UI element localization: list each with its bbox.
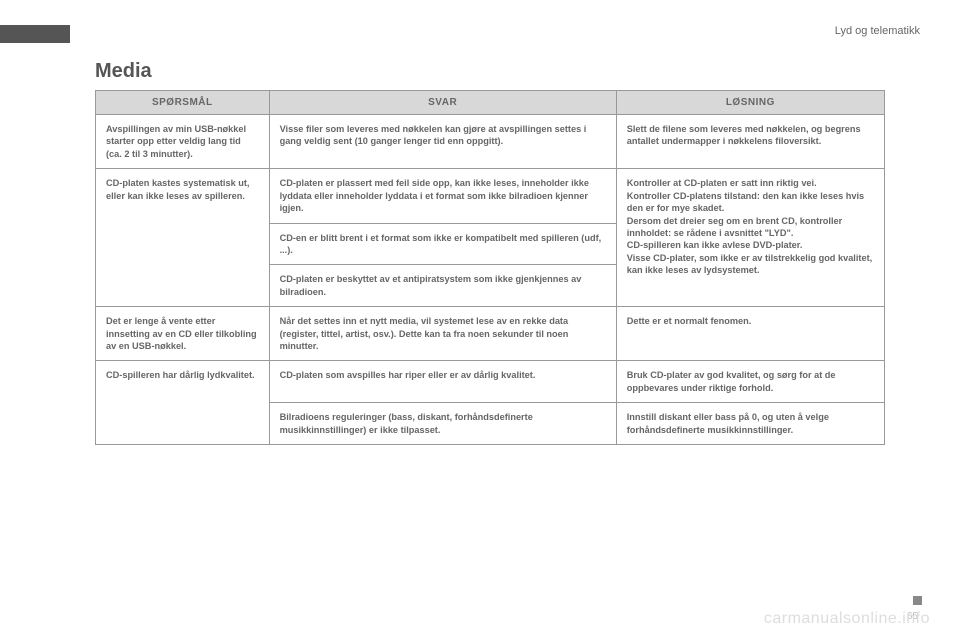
answer-cell: CD-en er blitt brent i et format som ikk… (269, 223, 616, 265)
question-cell: Det er lenge å vente etter innsetting av… (96, 307, 270, 361)
table-row: CD-spilleren har dårlig lydkvalitet. CD-… (96, 361, 885, 403)
solution-cell: Kontroller at CD-platen er satt inn rikt… (616, 169, 884, 307)
watermark-text: carmanualsonline.info (764, 610, 930, 628)
faq-table: SPØRSMÅL SVAR LØSNING Avspillingen av mi… (95, 90, 885, 445)
section-label: Lyd og telematikk (835, 25, 920, 37)
page-title: Media (95, 60, 152, 83)
answer-cell: Når det settes inn et nytt media, vil sy… (269, 307, 616, 361)
question-cell: CD-spilleren har dårlig lydkvalitet. (96, 361, 270, 445)
table-row: Avspillingen av min USB-nøkkel starter o… (96, 115, 885, 169)
col-header-solution: LØSNING (616, 91, 884, 115)
answer-cell: CD-platen er beskyttet av et antipiratsy… (269, 265, 616, 307)
solution-cell: Slett de filene som leveres med nøkkelen… (616, 115, 884, 169)
solution-cell: Dette er et normalt fenomen. (616, 307, 884, 361)
solution-cell: Innstill diskant eller bass på 0, og ute… (616, 403, 884, 445)
answer-cell: Visse filer som leveres med nøkkelen kan… (269, 115, 616, 169)
answer-cell: Bilradioens reguleringer (bass, diskant,… (269, 403, 616, 445)
page-marker-icon (913, 596, 922, 605)
header-accent-bar (0, 25, 70, 43)
table-row: Det er lenge å vente etter innsetting av… (96, 307, 885, 361)
col-header-question: SPØRSMÅL (96, 91, 270, 115)
col-header-answer: SVAR (269, 91, 616, 115)
table-row: CD-platen kastes systematisk ut, eller k… (96, 169, 885, 223)
solution-cell: Bruk CD-plater av god kvalitet, og sørg … (616, 361, 884, 403)
question-cell: Avspillingen av min USB-nøkkel starter o… (96, 115, 270, 169)
question-cell: CD-platen kastes systematisk ut, eller k… (96, 169, 270, 307)
table-header-row: SPØRSMÅL SVAR LØSNING (96, 91, 885, 115)
answer-cell: CD-platen er plassert med feil side opp,… (269, 169, 616, 223)
answer-cell: CD-platen som avspilles har riper eller … (269, 361, 616, 403)
